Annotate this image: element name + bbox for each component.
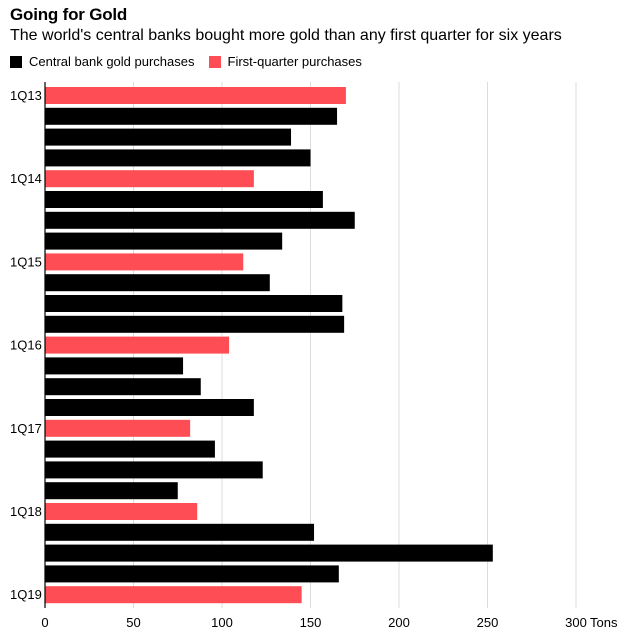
- x-tick-label-150: 150: [300, 615, 322, 630]
- x-tick-label-0: 0: [41, 615, 48, 630]
- bar-3Q18: [45, 544, 493, 562]
- bar-2Q16: [45, 357, 184, 375]
- bar-1Q13: [45, 87, 346, 104]
- chart-legend: Central bank gold purchases First-quarte…: [10, 54, 376, 69]
- legend-item-first-quarter: First-quarter purchases: [208, 54, 362, 69]
- bar-3Q16: [45, 378, 201, 396]
- legend-item-purchases: Central bank gold purchases: [10, 54, 195, 69]
- x-tick-label-200: 200: [388, 615, 410, 630]
- x-tick-label-50: 50: [126, 615, 140, 630]
- category-label-1Q17: 1Q17: [10, 421, 42, 436]
- bar-2Q15: [45, 274, 270, 292]
- bar-4Q18: [45, 565, 339, 583]
- bar-1Q14: [45, 170, 254, 188]
- legend-label-first-quarter: First-quarter purchases: [227, 54, 362, 69]
- bar-1Q19: [45, 586, 302, 604]
- bar-4Q14: [45, 232, 283, 250]
- x-unit-label: Tons: [590, 615, 618, 630]
- category-label-1Q19: 1Q19: [10, 587, 42, 602]
- bar-2Q18: [45, 523, 315, 541]
- legend-swatch-black: [10, 55, 22, 68]
- bar-1Q16: [45, 336, 230, 354]
- category-label-1Q14: 1Q14: [10, 171, 42, 186]
- bar-2Q17: [45, 440, 215, 458]
- category-label-1Q16: 1Q16: [10, 338, 42, 353]
- bar-3Q15: [45, 295, 343, 312]
- bar-1Q17: [45, 419, 191, 437]
- chart-subtitle: The world's central banks bought more go…: [10, 27, 562, 44]
- bar-3Q14: [45, 211, 355, 229]
- bar-2Q13: [45, 107, 338, 125]
- legend-label-purchases: Central bank gold purchases: [29, 54, 195, 69]
- legend-swatch-red: [208, 55, 221, 68]
- category-label-1Q15: 1Q15: [10, 254, 42, 269]
- category-label-1Q13: 1Q13: [10, 88, 42, 103]
- x-tick-label-300: 300: [565, 615, 587, 630]
- bar-2Q14: [45, 191, 323, 208]
- bar-4Q13: [45, 149, 311, 167]
- bar-4Q15: [45, 315, 345, 333]
- chart-title: Going for Gold: [10, 5, 128, 24]
- bar-1Q15: [45, 253, 244, 271]
- x-tick-label-250: 250: [477, 615, 499, 630]
- category-label-1Q18: 1Q18: [10, 504, 42, 519]
- bar-1Q18: [45, 503, 198, 520]
- bar-4Q17: [45, 482, 178, 500]
- bar-3Q13: [45, 128, 292, 146]
- bar-3Q17: [45, 461, 263, 479]
- x-tick-label-100: 100: [211, 615, 233, 630]
- bar-4Q16: [45, 399, 254, 416]
